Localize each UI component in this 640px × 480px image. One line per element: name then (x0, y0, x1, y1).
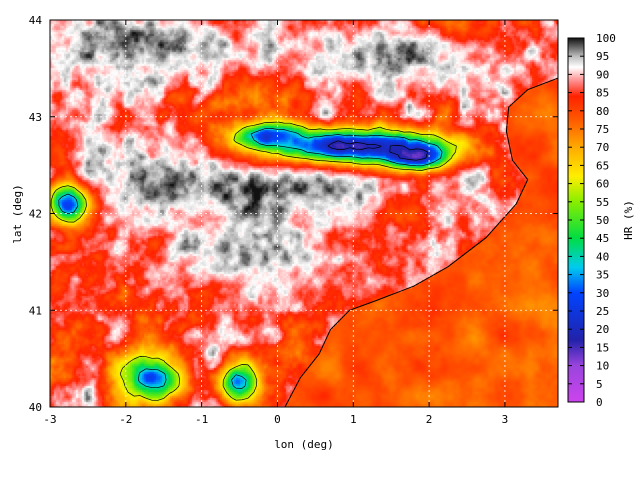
plot-area (49, 19, 559, 408)
colorbar-tick-label: 10 (596, 360, 609, 373)
colorbar-tick-label: 35 (596, 269, 609, 282)
colorbar-tick-label: 65 (596, 159, 609, 172)
colorbar-tick-label: 5 (596, 378, 603, 391)
colorbar-tick-label: 55 (596, 196, 609, 209)
coastline-path (284, 77, 558, 407)
x-tick-label: -2 (119, 413, 132, 426)
colorbar-tick-label: 100 (596, 32, 616, 45)
colorbar-tick-label: 20 (596, 323, 609, 336)
x-tick-label: 0 (274, 413, 281, 426)
x-tick-label: -3 (43, 413, 56, 426)
colorbar-tick-label: 60 (596, 178, 609, 191)
x-tick-label: -1 (195, 413, 208, 426)
colorbar-tick-label: 95 (596, 50, 609, 63)
contour-line-40 (58, 127, 443, 389)
colorbar-tick-label: 90 (596, 68, 609, 81)
y-tick-label: 43 (29, 111, 42, 124)
humidity-contours (50, 121, 457, 401)
x-tick-label: 3 (502, 413, 509, 426)
colorbar-ticks: 0 5 10 15 20 25 30 35 40 45 50 55 60 65 70 75 80 85 90 95 10… (568, 32, 616, 409)
x-axis: -3 -2 -1 0 1 2 3 (43, 20, 508, 426)
colorbar-tick-label: 0 (596, 396, 603, 409)
colorbar-tick-label: 45 (596, 232, 609, 245)
colorbar-tick-label: 15 (596, 341, 609, 354)
contour-line-20 (327, 140, 428, 161)
y-tick-label: 44 (29, 14, 43, 27)
y-tick-label: 41 (29, 304, 42, 317)
y-tick-label: 40 (29, 401, 42, 414)
colorbar-tick-label: 85 (596, 87, 609, 100)
x-tick-label: 2 (426, 413, 433, 426)
colorbar-label: HR (%) (622, 200, 635, 240)
colorbar-tick-label: 75 (596, 123, 609, 136)
colorbar-tick-label: 30 (596, 287, 609, 300)
x-tick-label: 1 (350, 413, 357, 426)
coastline (284, 77, 558, 407)
colorbar: 0 5 10 15 20 25 30 35 40 45 50 55 60 65 70 75 80 85 90 95 10… (567, 32, 635, 409)
x-axis-label: lon (deg) (274, 438, 334, 451)
y-axis-label: lat (deg) (11, 184, 24, 244)
colorbar-tick-label: 50 (596, 214, 609, 227)
colorbar-tick-label: 25 (596, 305, 609, 318)
colorbar-tick-label: 70 (596, 141, 609, 154)
y-axis: 40 41 42 43 44 (29, 14, 558, 414)
y-tick-label: 42 (29, 208, 42, 221)
colorbar-tick-label: 80 (596, 105, 609, 118)
humidity-field (50, 20, 558, 407)
colorbar-tick-label: 40 (596, 250, 609, 263)
